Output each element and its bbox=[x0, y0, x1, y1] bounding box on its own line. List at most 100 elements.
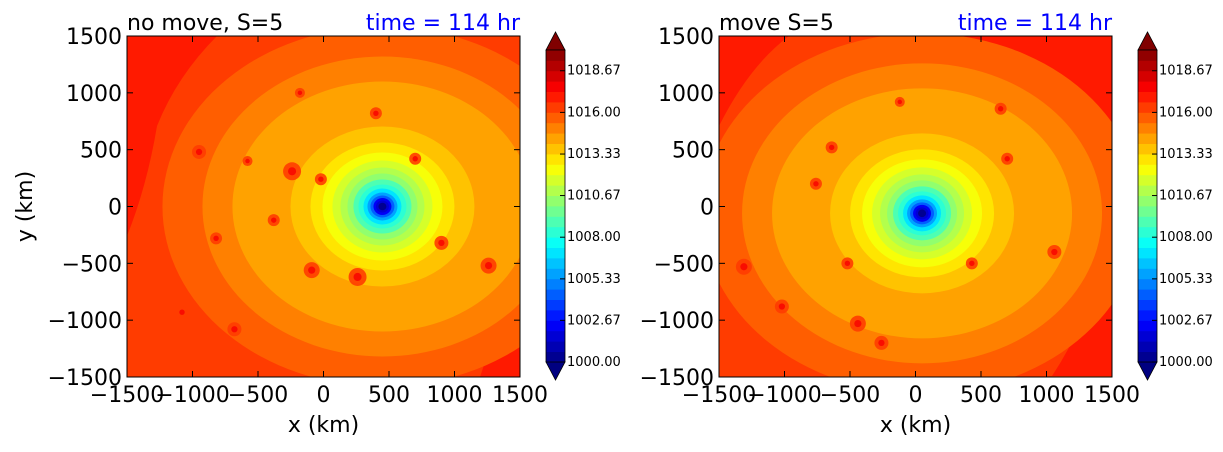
y-tick-label: −1000 bbox=[640, 309, 714, 334]
pressure-contour bbox=[854, 319, 862, 328]
colorbar-tick-label: 1002.67 bbox=[567, 313, 621, 328]
colorbar-segment bbox=[1138, 174, 1157, 186]
colorbar-segment bbox=[546, 50, 565, 61]
pressure-field bbox=[127, 36, 520, 377]
colorbar-segment bbox=[546, 70, 565, 82]
high-pressure-region bbox=[127, 36, 217, 236]
pressure-contour bbox=[1004, 156, 1010, 162]
high-pressure-region bbox=[1052, 226, 1112, 376]
pressure-contour bbox=[308, 266, 316, 274]
colorbar-segment bbox=[1138, 60, 1157, 72]
colorbar-tick-label: 1008.00 bbox=[567, 230, 621, 245]
colorbar-segment bbox=[1138, 70, 1157, 82]
colorbar-segment bbox=[546, 60, 565, 72]
colorbar-segment bbox=[1138, 351, 1157, 363]
colorbar-tick-label: 1013.33 bbox=[567, 147, 621, 162]
pressure-contour bbox=[813, 181, 819, 187]
colorbar-extend-min bbox=[545, 361, 566, 381]
pressure-contour bbox=[213, 235, 219, 242]
colorbar-tick-label: 1010.67 bbox=[567, 189, 621, 204]
x-tick-label: −500 bbox=[820, 383, 880, 408]
pressure-contour bbox=[179, 309, 185, 315]
pressure-contour bbox=[1051, 248, 1058, 256]
colorbar-segment bbox=[1138, 299, 1157, 311]
colorbar-tick-label: 1000.00 bbox=[567, 355, 621, 370]
colorbar-segment bbox=[546, 330, 565, 342]
colorbar-extend-max bbox=[545, 31, 566, 51]
colorbar-tick-label: 1002.67 bbox=[1159, 313, 1213, 328]
colorbar-segment bbox=[546, 310, 565, 321]
y-tick-label: 500 bbox=[80, 139, 122, 164]
pressure-contour bbox=[897, 99, 903, 105]
y-tick-label: 1000 bbox=[66, 82, 122, 107]
colorbar-segment bbox=[546, 237, 565, 248]
colorbar-segment bbox=[546, 299, 565, 311]
colorbar-segment bbox=[1138, 216, 1157, 228]
colorbar-segment bbox=[546, 185, 565, 196]
pressure-contour bbox=[969, 260, 975, 267]
colorbar-segment bbox=[1138, 112, 1157, 124]
colorbar-segment bbox=[546, 81, 565, 92]
x-tick-label: 500 bbox=[368, 383, 410, 408]
colorbar-tick-label: 1018.67 bbox=[1159, 64, 1213, 79]
y-tick-label: 1500 bbox=[658, 25, 714, 50]
colorbar-segment bbox=[546, 216, 565, 228]
colorbar-segment bbox=[546, 143, 565, 155]
pressure-contour bbox=[740, 263, 748, 271]
pressure-contour bbox=[373, 110, 379, 116]
colorbar-segment bbox=[546, 122, 565, 134]
colorbar-segment bbox=[1138, 154, 1157, 165]
colorbar-segment bbox=[1138, 320, 1157, 332]
y-tick-label: −500 bbox=[62, 252, 122, 277]
colorbar-segment bbox=[546, 247, 565, 259]
x-tick-label: 0 bbox=[909, 383, 923, 408]
x-tick-label: 1500 bbox=[492, 383, 548, 408]
colorbar-segment bbox=[1138, 50, 1157, 61]
x-axis-label: x (km) bbox=[880, 413, 951, 438]
pressure-contour bbox=[231, 326, 238, 333]
x-tick-label: −500 bbox=[228, 383, 288, 408]
colorbar-frame bbox=[545, 49, 566, 363]
y-tick-label: −1500 bbox=[48, 366, 122, 391]
colorbar-tick-label: 1016.00 bbox=[567, 105, 621, 120]
pressure-contour bbox=[271, 217, 277, 223]
pressure-contour bbox=[353, 272, 362, 282]
high-pressure-region bbox=[719, 36, 789, 126]
x-tick-label: −1500 bbox=[682, 383, 756, 408]
colorbar-segment bbox=[1138, 102, 1157, 113]
y-axis-label: y (km) bbox=[13, 171, 38, 242]
y-tick-label: 0 bbox=[108, 196, 122, 221]
colorbar-segment bbox=[546, 164, 565, 176]
colorbar-segment bbox=[546, 351, 565, 363]
colorbar-segment bbox=[546, 278, 565, 290]
colorbar-tick-label: 1013.33 bbox=[1159, 147, 1213, 162]
pressure-field bbox=[719, 36, 1112, 377]
x-tick-label: −1000 bbox=[747, 383, 821, 408]
colorbar-tick-label: 1018.67 bbox=[567, 64, 621, 79]
colorbar-segment bbox=[546, 112, 565, 124]
colorbar-segment bbox=[1138, 206, 1157, 217]
colorbar-segment bbox=[1138, 341, 1157, 352]
colorbar-segment bbox=[546, 258, 565, 269]
pressure-contour bbox=[288, 167, 297, 176]
x-tick-label: 1500 bbox=[1084, 383, 1140, 408]
x-tick-label: 1000 bbox=[427, 383, 483, 408]
colorbar-tick-label: 1016.00 bbox=[1159, 105, 1213, 120]
chart-panel-2: −1500−1000−500 0 500 1000 1500150010005000−5… bbox=[640, 11, 1213, 438]
colorbar-extend-min bbox=[1137, 361, 1158, 381]
colorbar-segment bbox=[1138, 81, 1157, 92]
colorbar-tick-label: 1005.33 bbox=[1159, 272, 1213, 287]
pressure-contour bbox=[778, 303, 786, 310]
x-axis-label: x (km) bbox=[288, 413, 359, 438]
colorbar-segment bbox=[1138, 268, 1157, 280]
colorbar-segment bbox=[546, 102, 565, 113]
y-tick-label: 500 bbox=[672, 139, 714, 164]
colorbar-segment bbox=[1138, 289, 1157, 300]
colorbar-segment bbox=[546, 154, 565, 165]
colorbar-segment bbox=[546, 206, 565, 217]
y-tick-label: 0 bbox=[700, 196, 714, 221]
colorbar-segment bbox=[1138, 122, 1157, 134]
pressure-contour bbox=[245, 158, 250, 164]
y-tick-label: −500 bbox=[654, 252, 714, 277]
pressure-contour bbox=[997, 106, 1004, 112]
